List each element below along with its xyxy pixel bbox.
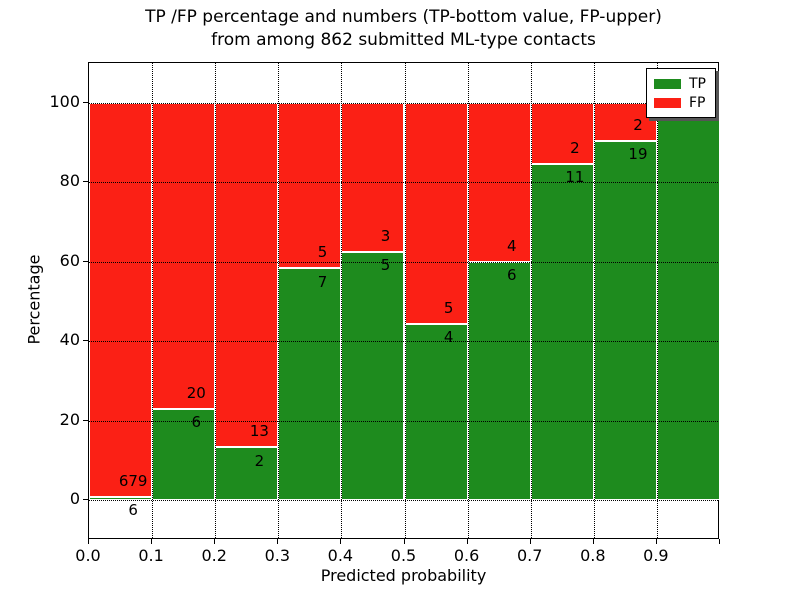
bar-segment-tp [530, 163, 594, 501]
x-tickmark [592, 539, 594, 544]
x-tickmark [719, 539, 720, 544]
fp-count-label: 2 [570, 139, 580, 157]
bar-segment-fp [404, 102, 468, 324]
bar-segment-tp [656, 102, 720, 501]
bar-segment-tp [593, 140, 657, 501]
fp-count-label: 5 [317, 243, 328, 262]
tp-count-label: 6 [191, 413, 202, 432]
x-tick-label: 0.0 [75, 546, 101, 565]
y-tickmark [83, 340, 88, 342]
x-tickmark [151, 539, 153, 544]
y-gridline [89, 341, 718, 343]
x-tickmark [277, 539, 279, 544]
x-tickmark [655, 539, 657, 544]
chart-title-line2: from among 862 submitted ML-type contact… [211, 30, 596, 50]
x-gridline [215, 63, 217, 538]
x-gridline [278, 63, 280, 538]
bar-segment-tp [215, 447, 279, 501]
fp-count-label: 20 [186, 383, 206, 402]
y-tick-label: 60 [59, 250, 80, 270]
tp-count-label: 2 [254, 451, 265, 470]
legend-label-tp: TP [689, 75, 706, 92]
bar-segment-fp [89, 102, 153, 497]
bar-segment-fp [341, 102, 405, 252]
y-gridline [89, 261, 718, 263]
bar-segment-tp [89, 496, 153, 501]
x-axis-label: Predicted probability [320, 566, 487, 585]
fp-count-label: 5 [443, 298, 454, 317]
bar-segment-tp [467, 261, 531, 501]
y-tick-label: 100 [49, 91, 80, 111]
tp-count-label: 6 [506, 266, 517, 285]
tp-count-label: 11 [565, 168, 585, 187]
tp-count-label: 6 [128, 501, 138, 520]
y-gridline [89, 420, 718, 422]
x-tick-label: 0.2 [201, 546, 227, 565]
fp-count-label: 2 [633, 115, 643, 134]
x-gridline [404, 63, 406, 538]
x-tick-label: 0.4 [327, 546, 354, 565]
x-gridline [152, 63, 154, 538]
fp-count-label: 679 [118, 471, 148, 490]
x-tickmark [466, 539, 468, 544]
bar-segment-fp [530, 102, 594, 164]
legend: TP FP [646, 68, 716, 118]
x-gridline [467, 63, 469, 538]
y-tickmark [83, 419, 88, 421]
tp-count-label: 7 [317, 272, 328, 291]
y-gridline [89, 500, 718, 502]
x-tick-label: 0.9 [643, 546, 669, 565]
fp-count-label: 3 [380, 226, 391, 245]
bar-segment-tp [278, 268, 342, 501]
tp-count-label: 5 [380, 256, 391, 275]
x-tickmark [88, 539, 89, 544]
y-gridline [89, 182, 718, 184]
x-tickmark [403, 539, 405, 544]
bar-segment-tp [152, 408, 216, 501]
y-tickmark [83, 499, 88, 501]
x-gridline [593, 63, 595, 538]
x-tick-label: 0.3 [264, 546, 291, 565]
y-tick-label: 40 [59, 330, 80, 350]
x-gridline [341, 63, 343, 538]
plot-area: TP FP 66796202137553456411219263 [88, 62, 720, 539]
tp-color-swatch-icon [654, 78, 681, 89]
y-tick-label: 20 [59, 409, 80, 429]
fp-count-label: 13 [249, 422, 269, 441]
bar-segment-fp [278, 102, 342, 269]
legend-item-tp: TP [654, 74, 706, 93]
x-gridline [530, 63, 532, 538]
bar-segment-tp [341, 251, 405, 501]
y-tickmark [83, 260, 88, 262]
bar-segment-fp [152, 102, 216, 409]
fp-color-swatch-icon [654, 97, 681, 108]
x-tick-label: 0.6 [453, 546, 480, 565]
fp-count-label: 4 [506, 236, 517, 255]
bar-segment-fp [215, 102, 279, 448]
x-tickmark [340, 539, 342, 544]
tp-count-label: 19 [628, 145, 648, 164]
chart-title-line1: TP /FP percentage and numbers (TP-bottom… [145, 7, 662, 27]
tp-count-label: 4 [443, 328, 454, 347]
x-gridline [656, 63, 658, 538]
legend-item-fp: FP [654, 93, 706, 112]
legend-label-fp: FP [689, 94, 706, 111]
y-tick-label: 0 [69, 489, 80, 509]
bar-segment-tp [404, 323, 468, 501]
y-gridline [89, 102, 718, 104]
x-tick-label: 0.1 [138, 546, 164, 565]
x-tickmark [529, 539, 531, 544]
x-tickmark [214, 539, 216, 544]
chart-title: TP /FP percentage and numbers (TP-bottom… [88, 6, 719, 52]
x-tick-label: 0.5 [390, 546, 417, 565]
x-tick-label: 0.8 [580, 546, 606, 565]
y-tickmark [83, 181, 88, 183]
x-tick-label: 0.7 [516, 546, 543, 565]
y-tick-label: 80 [59, 171, 80, 191]
y-tickmark [83, 101, 88, 103]
